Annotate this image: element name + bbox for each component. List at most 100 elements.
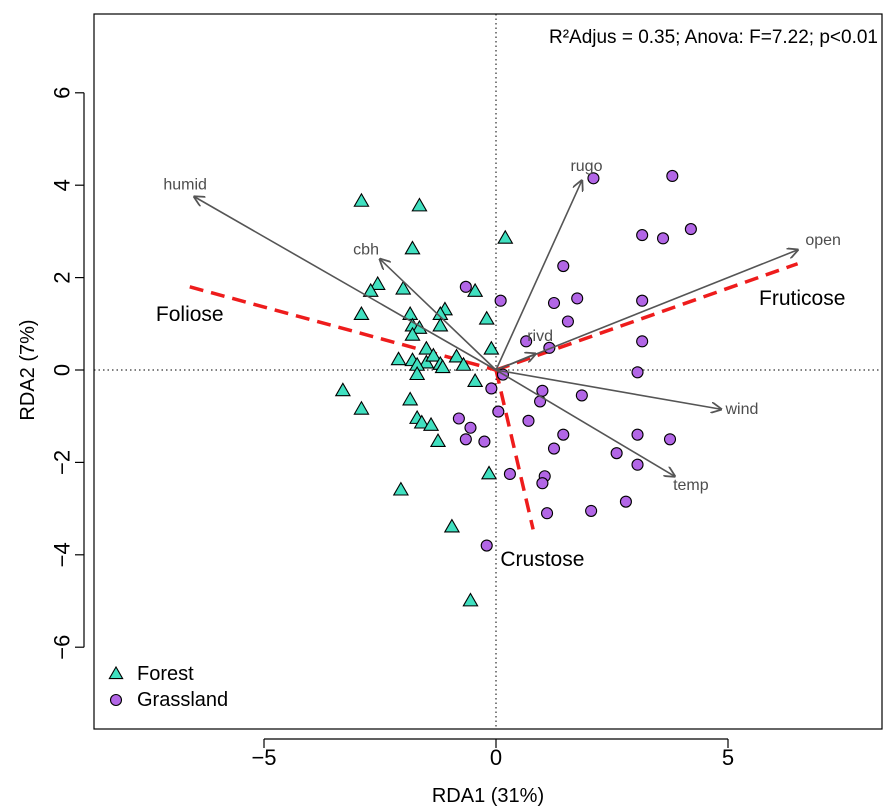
vector-rivd xyxy=(495,354,535,371)
point-forest xyxy=(402,305,419,320)
vector-label-rugo: rugo xyxy=(570,158,602,175)
point-forest xyxy=(369,275,386,290)
point-grassland xyxy=(666,169,679,183)
point-forest xyxy=(392,481,409,496)
point-forest xyxy=(448,348,465,363)
point-grassland xyxy=(485,382,498,395)
point-grassland xyxy=(547,296,561,310)
point-grassland xyxy=(656,232,670,245)
vector-label-cbh: cbh xyxy=(353,241,379,258)
point-forest xyxy=(497,229,514,244)
point-forest xyxy=(353,400,370,415)
x-tick-label: 0 xyxy=(490,745,502,770)
axes: −5 0 5 −6 −4 −2 0 2 4 6 RDA1 (31%) RDA2 (7%) xyxy=(17,87,734,807)
vector-open xyxy=(495,250,798,371)
y-tick-label: 2 xyxy=(50,271,75,283)
point-grassland xyxy=(464,421,477,434)
point-grassland xyxy=(459,280,472,293)
legend: Forest Grassland xyxy=(108,663,228,711)
point-forest xyxy=(429,433,447,448)
y-tick-label: −6 xyxy=(50,635,75,660)
point-forest xyxy=(443,518,460,533)
point-forest xyxy=(334,382,351,397)
y-tick-label: −4 xyxy=(50,542,75,567)
centroid-line-fruticose xyxy=(495,262,799,372)
vector-label-humid: humid xyxy=(163,177,207,194)
reference-lines xyxy=(94,14,882,729)
vector-label-open: open xyxy=(805,232,841,249)
point-forest xyxy=(425,347,442,362)
point-forest xyxy=(413,414,430,429)
y-axis-label: RDA2 (7%) xyxy=(17,319,39,420)
point-forest xyxy=(353,192,370,207)
point-grassland xyxy=(575,389,588,402)
vector-rugo xyxy=(495,181,582,371)
point-grassland xyxy=(547,442,561,455)
point-grassland xyxy=(619,495,632,508)
point-grassland xyxy=(631,428,644,441)
vector-wind xyxy=(495,369,721,409)
x-tick-label: −5 xyxy=(251,745,276,770)
point-forest xyxy=(483,340,500,355)
point-grassland xyxy=(561,315,574,328)
stats-annotation: R²Adjus = 0.35; Anova: F=7.22; p<0.01 xyxy=(549,27,878,48)
point-forest xyxy=(411,319,428,334)
point-forest xyxy=(411,197,428,212)
vector-humid xyxy=(194,197,497,371)
point-forest xyxy=(422,416,440,431)
vector-label-rivd: rivd xyxy=(527,328,553,345)
point-grassland xyxy=(536,477,549,490)
point-grassland xyxy=(587,172,600,185)
point-grassland xyxy=(631,458,644,471)
point-forest xyxy=(390,351,407,366)
data-points xyxy=(334,169,697,607)
y-tick-label: 0 xyxy=(50,364,75,376)
x-tick-label: 5 xyxy=(722,745,734,770)
point-forest xyxy=(418,340,435,355)
group-label-fruticose: Fruticose xyxy=(759,287,845,310)
vector-label-wind: wind xyxy=(724,401,758,418)
point-grassland xyxy=(452,412,465,425)
x-axis-label: RDA1 (31%) xyxy=(432,785,544,807)
vector-cbh xyxy=(380,259,497,371)
group-label-foliose: Foliose xyxy=(156,303,224,326)
legend-label-grassland: Grassland xyxy=(137,689,228,711)
point-grassland xyxy=(557,428,570,441)
point-forest xyxy=(480,465,498,480)
point-grassland xyxy=(494,294,507,307)
group-label-crustose: Crustose xyxy=(500,548,584,571)
point-grassland xyxy=(585,504,598,517)
centroid-line-crustose xyxy=(494,369,535,530)
point-grassland xyxy=(636,335,649,348)
vector-temp xyxy=(495,369,675,476)
point-grassland xyxy=(503,467,516,481)
point-grassland xyxy=(478,435,491,448)
point-grassland xyxy=(571,292,584,305)
point-grassland xyxy=(459,433,472,446)
point-grassland xyxy=(480,539,493,552)
legend-label-forest: Forest xyxy=(137,663,194,685)
env-vectors: humid cbh rugo open rivd wind temp xyxy=(163,158,841,494)
point-forest xyxy=(478,310,495,325)
centroid-line-foliose xyxy=(189,285,497,372)
point-forest xyxy=(455,356,472,371)
point-grassland xyxy=(534,395,547,408)
point-grassland xyxy=(492,405,505,418)
point-grassland xyxy=(636,294,649,307)
point-forest xyxy=(395,280,412,295)
point-forest xyxy=(418,354,435,369)
chart-labels: Foliose Fruticose Crustose R²Adjus = 0.35; … xyxy=(156,27,878,571)
point-forest xyxy=(432,317,449,332)
point-forest xyxy=(467,282,484,297)
point-forest xyxy=(462,592,479,607)
point-grassland xyxy=(636,229,649,242)
point-grassland xyxy=(540,507,554,520)
point-forest xyxy=(402,391,419,406)
point-grassland xyxy=(557,259,570,273)
point-forest xyxy=(353,305,370,320)
point-grassland xyxy=(522,414,535,427)
point-forest xyxy=(362,282,379,297)
point-grassland xyxy=(610,447,623,460)
